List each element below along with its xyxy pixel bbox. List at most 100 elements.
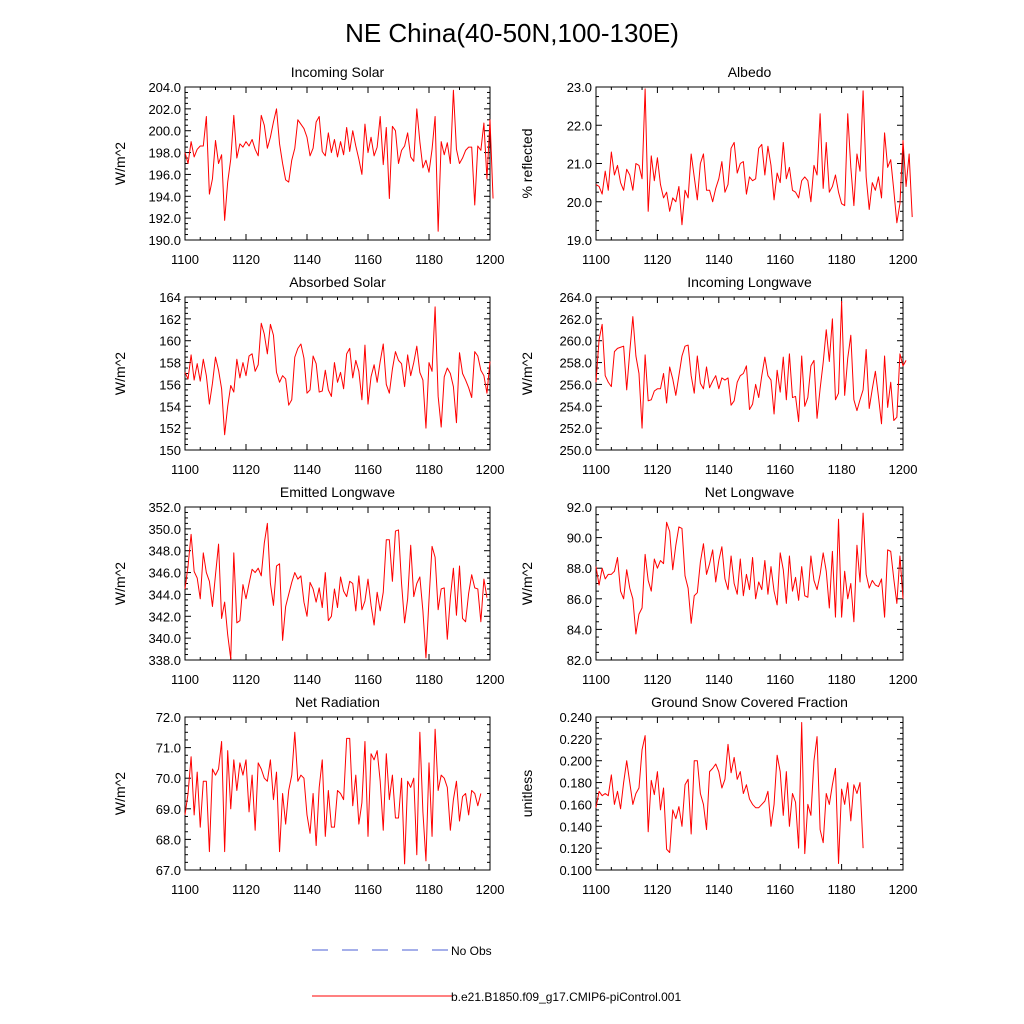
panel-emitted-longwave: 1100 1120 1140 1160 1180 1200 338.0 340.0 342.0 3… (112, 484, 504, 687)
y-tick-label: 92.0 (567, 500, 592, 515)
y-tick-label: 200.0 (148, 124, 181, 139)
y-tick-label: 0.160 (559, 797, 592, 812)
y-tick-label: 342.0 (148, 609, 181, 624)
y-tick-label: 346.0 (148, 566, 181, 581)
y-tick-label: 194.0 (148, 189, 181, 204)
x-tick-label: 1100 (171, 672, 199, 687)
x-tick-label: 1100 (582, 252, 610, 267)
y-tick-label: 350.0 (148, 522, 181, 537)
y-tick-label: 154 (159, 399, 181, 414)
y-tick-label: 258.0 (559, 356, 592, 371)
y-tick-label: 164 (159, 290, 181, 305)
series-line (184, 522, 488, 660)
y-tick-label: 202.0 (148, 102, 181, 117)
series-line (595, 300, 907, 429)
y-tick-label: 264.0 (559, 290, 592, 305)
x-tick-label: 1160 (354, 252, 382, 267)
y-tick-label: 162 (159, 312, 181, 327)
y-tick-label: 256.0 (559, 377, 592, 392)
y-axis-label: W/m^2 (112, 352, 128, 395)
x-tick-label: 1100 (582, 672, 610, 687)
y-axis-label: % reflected (519, 128, 535, 198)
x-tick-label: 1180 (415, 882, 443, 897)
y-tick-label: 90.0 (567, 531, 592, 546)
x-tick-label: 1160 (766, 462, 794, 477)
y-tick-label: 204.0 (148, 80, 181, 95)
y-axis-label: W/m^2 (519, 352, 535, 395)
x-tick-label: 1200 (889, 672, 918, 687)
panel-title: Incoming Solar (291, 64, 385, 80)
y-tick-label: 190.0 (148, 233, 181, 248)
y-tick-label: 250.0 (559, 443, 592, 458)
x-tick-label: 1100 (582, 882, 610, 897)
y-tick-label: 82.0 (567, 653, 592, 668)
y-tick-label: 84.0 (567, 622, 592, 637)
x-tick-label: 1140 (293, 252, 321, 267)
x-tick-label: 1200 (476, 672, 505, 687)
x-tick-label: 1140 (293, 462, 321, 477)
y-tick-label: 352.0 (148, 500, 181, 515)
x-tick-label: 1160 (766, 672, 794, 687)
x-tick-label: 1180 (828, 462, 856, 477)
panel-title: Absorbed Solar (289, 274, 386, 290)
y-axis-label: W/m^2 (519, 562, 535, 605)
x-tick-label: 1140 (705, 672, 733, 687)
series-line (595, 721, 864, 864)
x-tick-label: 1120 (232, 462, 260, 477)
x-tick-label: 1140 (705, 252, 733, 267)
x-tick-label: 1200 (476, 252, 505, 267)
y-axis-label: unitless (519, 770, 535, 817)
legend: No Obs b.e21.B1850.f09_g17.CMIP6-piContr… (312, 944, 681, 1004)
y-tick-label: 156 (159, 377, 181, 392)
y-tick-label: 21.0 (567, 157, 592, 172)
panel-absorbed-solar: 1100 1120 1140 1160 1180 1200 150 152 154 156 158 1… (112, 274, 504, 477)
series-line (184, 89, 494, 232)
panel-albedo: 1100 1120 1140 1160 1180 1200 19.0 20.0 21.0 22.0… (519, 64, 917, 267)
x-tick-label: 1100 (171, 462, 199, 477)
panel-title: Incoming Longwave (687, 274, 812, 290)
y-tick-label: 158 (159, 356, 181, 371)
y-tick-label: 260.0 (559, 334, 592, 349)
x-tick-label: 1100 (171, 882, 199, 897)
x-tick-label: 1200 (889, 252, 918, 267)
x-tick-label: 1120 (232, 252, 260, 267)
x-tick-label: 1160 (766, 882, 794, 897)
series-line (184, 306, 491, 436)
y-tick-label: 70.0 (156, 771, 181, 786)
x-tick-label: 1120 (643, 882, 671, 897)
y-tick-label: 252.0 (559, 421, 592, 436)
y-tick-label: 0.220 (559, 732, 592, 747)
y-tick-label: 344.0 (148, 587, 181, 602)
y-axis-label: W/m^2 (112, 772, 128, 815)
x-tick-label: 1120 (232, 882, 260, 897)
panel-title: Ground Snow Covered Fraction (651, 694, 848, 710)
y-tick-label: 196.0 (148, 167, 181, 182)
panel-title: Emitted Longwave (280, 484, 395, 500)
x-tick-label: 1180 (415, 462, 443, 477)
y-tick-label: 152 (159, 421, 181, 436)
x-tick-label: 1160 (766, 252, 794, 267)
panels-group: 1100 1120 1140 1160 1180 1200 190.0 192.0 194.0 1… (112, 64, 917, 897)
panel-incoming-longwave: 1100 1120 1140 1160 1180 1200 250.0 252.0 254.0 2… (519, 274, 917, 477)
legend-label-model: b.e21.B1850.f09_g17.CMIP6-piControl.001 (451, 990, 681, 1004)
series-line (595, 512, 904, 635)
x-tick-label: 1100 (582, 462, 610, 477)
x-tick-label: 1120 (643, 252, 671, 267)
y-tick-label: 338.0 (148, 653, 181, 668)
series-line (184, 728, 482, 865)
figure-title: NE China(40-50N,100-130E) (345, 18, 679, 48)
x-tick-label: 1180 (415, 672, 443, 687)
x-tick-label: 1200 (476, 462, 505, 477)
y-tick-label: 198.0 (148, 146, 181, 161)
y-tick-label: 19.0 (567, 233, 592, 248)
y-tick-label: 72.0 (156, 710, 181, 725)
x-tick-label: 1140 (293, 672, 321, 687)
y-tick-label: 69.0 (156, 802, 181, 817)
panel-net-longwave: 1100 1120 1140 1160 1180 1200 82.0 84.0 86.0 88.0… (519, 484, 917, 687)
y-tick-label: 0.180 (559, 776, 592, 791)
x-tick-label: 1140 (293, 882, 321, 897)
legend-label-no-obs: No Obs (451, 944, 492, 958)
y-tick-label: 71.0 (156, 741, 181, 756)
y-tick-label: 0.140 (559, 819, 592, 834)
